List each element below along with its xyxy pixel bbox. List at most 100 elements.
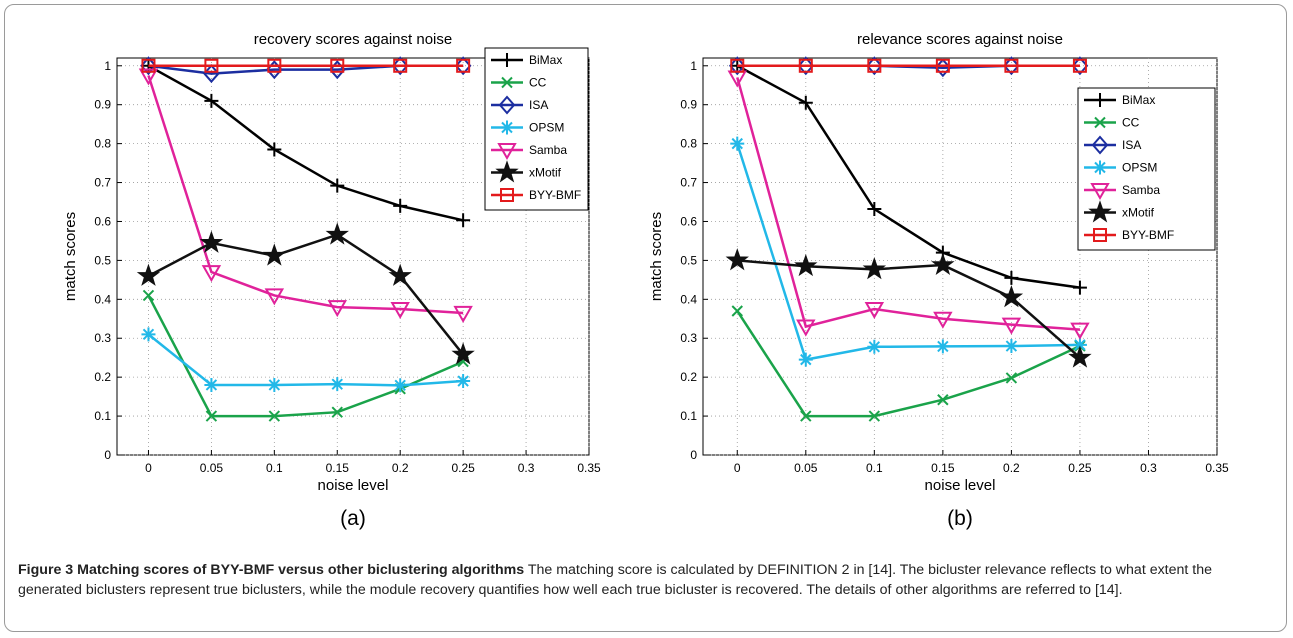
point-xMotif [325,222,349,245]
legend-label: BYY-BMF [1122,228,1174,242]
tick-label-y: 0.5 [680,253,697,267]
point-BYY-BMF [867,58,882,73]
point-BiMax [1072,280,1087,295]
legend-marker [1091,135,1109,155]
point-ISA [454,56,472,76]
legend-marker [500,53,514,67]
point-BiMax [456,213,471,228]
legend-label: ISA [529,98,548,112]
series-line-OPSM [736,143,1080,362]
point-OPSM [141,327,156,342]
point-Samba [327,300,347,318]
tick-label-x: 0.1 [866,461,883,475]
legend-label: OPSM [529,121,564,135]
point-BiMax [1004,270,1019,285]
series-line-xMotif [737,259,1081,359]
point-OPSM [393,378,408,393]
point-ISA [391,56,409,76]
tick-label-y: 0.9 [94,98,111,112]
tick-label-x: 0.3 [518,461,535,475]
tick-label-y: 0.4 [680,292,697,306]
series-line-xMotif [147,233,465,356]
series-line-BiMax [147,64,464,222]
legend-marker [500,120,514,135]
tick-label-x: 0.25 [451,461,475,475]
tick-label-y: 1 [104,59,111,73]
legend-label: ISA [1122,138,1141,152]
legend [484,47,589,211]
point-OPSM [204,377,219,392]
point-BYY-BMF [730,58,745,73]
tick-label-x: 0.15 [326,461,350,475]
point-BYY-BMF [456,58,471,73]
tick-label-y: 0.1 [94,409,111,423]
point-BYY-BMF [204,58,219,73]
chart-1: 0 0.05 0.1 0.15 0.2 0.25 0.3 0.35 0 0.1 0.2 0.3 0.4 0… [648,31,1229,530]
point-OPSM [935,339,950,354]
tick-label-y: 0 [104,448,111,462]
point-xMotif [999,285,1024,308]
point-CC [1005,372,1018,384]
point-OPSM [267,377,282,392]
legend-label: CC [1122,116,1140,130]
point-CC [800,410,812,422]
figure-caption: Figure 3 Matching scores of BYY-BMF vers… [18,560,1273,600]
legend-marker [1088,200,1112,223]
tick-label-y: 0.5 [94,253,111,267]
x-axis-label: noise level [925,477,996,494]
point-xMotif [931,252,955,275]
point-ISA [140,56,157,76]
series-line-BiMax [736,64,1081,289]
legend-marker [1090,183,1110,201]
tick-label-y: 0.1 [680,409,697,423]
caption-body: The matching score is calculated by DEFI… [18,562,1213,598]
point-OPSM [456,374,471,389]
y-axis-label: match scores [648,212,665,301]
legend-label: Samba [529,143,567,157]
point-BiMax [267,142,282,157]
point-Samba [453,305,473,323]
tick-label-y: 0.8 [94,137,111,151]
point-Samba [864,302,885,320]
legend-marker [501,76,513,89]
point-ISA [728,56,746,76]
panel-label: (b) [947,507,973,530]
point-Samba [138,68,159,86]
tick-label-y: 0.3 [94,331,111,345]
tick-label-x: 0.35 [577,461,601,475]
panel-label: (a) [340,507,366,530]
tick-label-y: 0.2 [94,370,111,384]
legend-label: CC [529,76,547,90]
legend-label: BiMax [529,53,562,67]
point-Samba [201,265,222,283]
point-CC [268,410,281,422]
legend-label: BYY-BMF [529,188,581,202]
point-BYY-BMF [1004,58,1019,73]
point-CC [142,289,155,302]
point-xMotif [136,263,161,286]
point-CC [205,410,218,422]
point-xMotif [794,253,818,277]
point-OPSM [867,339,882,354]
point-OPSM [798,352,813,367]
tick-label-y: 0.4 [94,292,111,306]
legend-marker [495,160,519,183]
point-BiMax [798,95,813,110]
legend-label: OPSM [1122,161,1157,175]
point-Samba [933,311,953,329]
point-ISA [1003,56,1020,76]
point-BYY-BMF [935,58,950,73]
point-xMotif [862,257,887,280]
point-xMotif [388,263,412,286]
tick-label-x: 0.35 [1205,461,1229,475]
point-xMotif [451,342,475,365]
tick-label-x: 0 [145,461,152,475]
tick-label-y: 1 [690,59,697,73]
point-BYY-BMF [1072,58,1087,73]
point-CC [937,394,949,406]
tick-label-y: 0.7 [680,176,697,190]
point-OPSM [730,136,745,151]
point-xMotif [199,230,224,253]
series-line-Samba [736,77,1081,331]
tick-label-x: 0.1 [266,461,283,475]
